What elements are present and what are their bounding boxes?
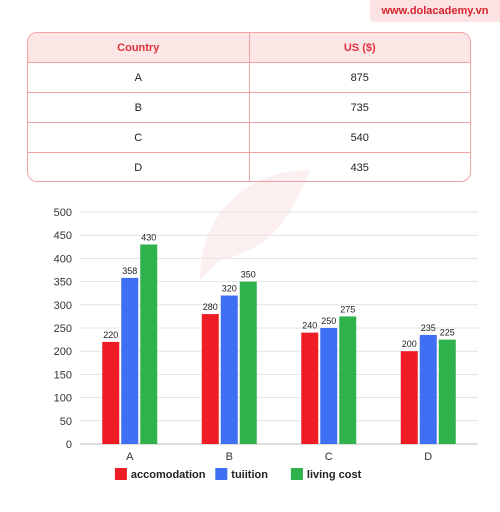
legend-label: living cost: [307, 469, 362, 481]
header-country: Country: [28, 33, 250, 62]
y-tick-label: 400: [54, 253, 72, 265]
table-row: A 875: [28, 63, 470, 93]
x-tick-label: D: [424, 451, 432, 463]
x-tick-label: C: [325, 451, 333, 463]
y-tick-label: 0: [66, 439, 72, 451]
table-cell-country: D: [28, 153, 250, 181]
y-tick-label: 100: [54, 393, 72, 405]
y-tick-label: 450: [54, 230, 72, 242]
y-tick-label: 350: [54, 277, 72, 289]
bar: [102, 341, 120, 444]
cost-table: Country US ($) A 875 B 735 C 540 D 435: [27, 32, 471, 182]
data-label: 358: [122, 266, 137, 276]
table-row: B 735: [28, 93, 470, 123]
data-label: 200: [402, 339, 417, 349]
bar: [121, 277, 139, 444]
bar: [201, 314, 219, 444]
bar: [400, 351, 418, 444]
table-cell-country: A: [28, 63, 250, 92]
bar: [419, 334, 437, 444]
y-tick-label: 250: [54, 323, 72, 335]
data-label: 235: [421, 323, 436, 333]
legend-swatch: [114, 468, 127, 480]
bar: [301, 332, 319, 444]
table-cell-country: B: [28, 93, 250, 122]
data-label: 320: [222, 284, 237, 294]
bar: [438, 339, 456, 444]
table-cell-value: 540: [350, 131, 369, 144]
table-cell-country: C: [28, 123, 250, 152]
y-tick-label: 300: [54, 300, 72, 312]
data-label: 350: [241, 270, 256, 280]
brand-url[interactable]: www.dolacademy.vn: [381, 5, 489, 17]
bar: [320, 328, 338, 444]
legend-swatch: [290, 468, 303, 480]
y-tick-label: 500: [54, 207, 72, 219]
table-cell-value: 435: [350, 162, 369, 174]
legend-label: accomodation: [131, 469, 206, 481]
header-us-dollars: US ($): [343, 41, 376, 54]
data-label: 275: [340, 304, 355, 314]
y-tick-label: 50: [60, 416, 72, 428]
data-label: 430: [141, 232, 156, 242]
bar: [339, 316, 357, 444]
data-label: 240: [302, 321, 317, 331]
legend-swatch: [215, 468, 228, 480]
table-cell-value: 735: [350, 101, 369, 114]
bar-chart: 0 50 100 150 200 250 300 350 400 450 500 220 358 430 A…: [54, 207, 478, 481]
table-row: C 540: [28, 123, 470, 153]
bar: [239, 281, 257, 444]
data-label: 280: [203, 302, 218, 312]
x-tick-label: B: [226, 451, 233, 463]
watermark-logo: [200, 170, 310, 280]
table-header-row: Country US ($): [28, 33, 470, 63]
y-tick-label: 150: [54, 369, 72, 381]
bar: [220, 295, 238, 444]
x-tick-label: A: [126, 451, 134, 463]
bar: [140, 244, 158, 444]
brand-banner[interactable]: www.dolacademy.vn: [370, 0, 500, 22]
table-row: D 435: [28, 153, 470, 181]
legend-label: tuiition: [231, 469, 268, 481]
data-label: 220: [103, 330, 118, 340]
y-tick-label: 200: [54, 346, 72, 358]
data-label: 250: [321, 316, 336, 326]
data-label: 225: [440, 328, 455, 338]
table-cell-value: 875: [350, 71, 369, 84]
